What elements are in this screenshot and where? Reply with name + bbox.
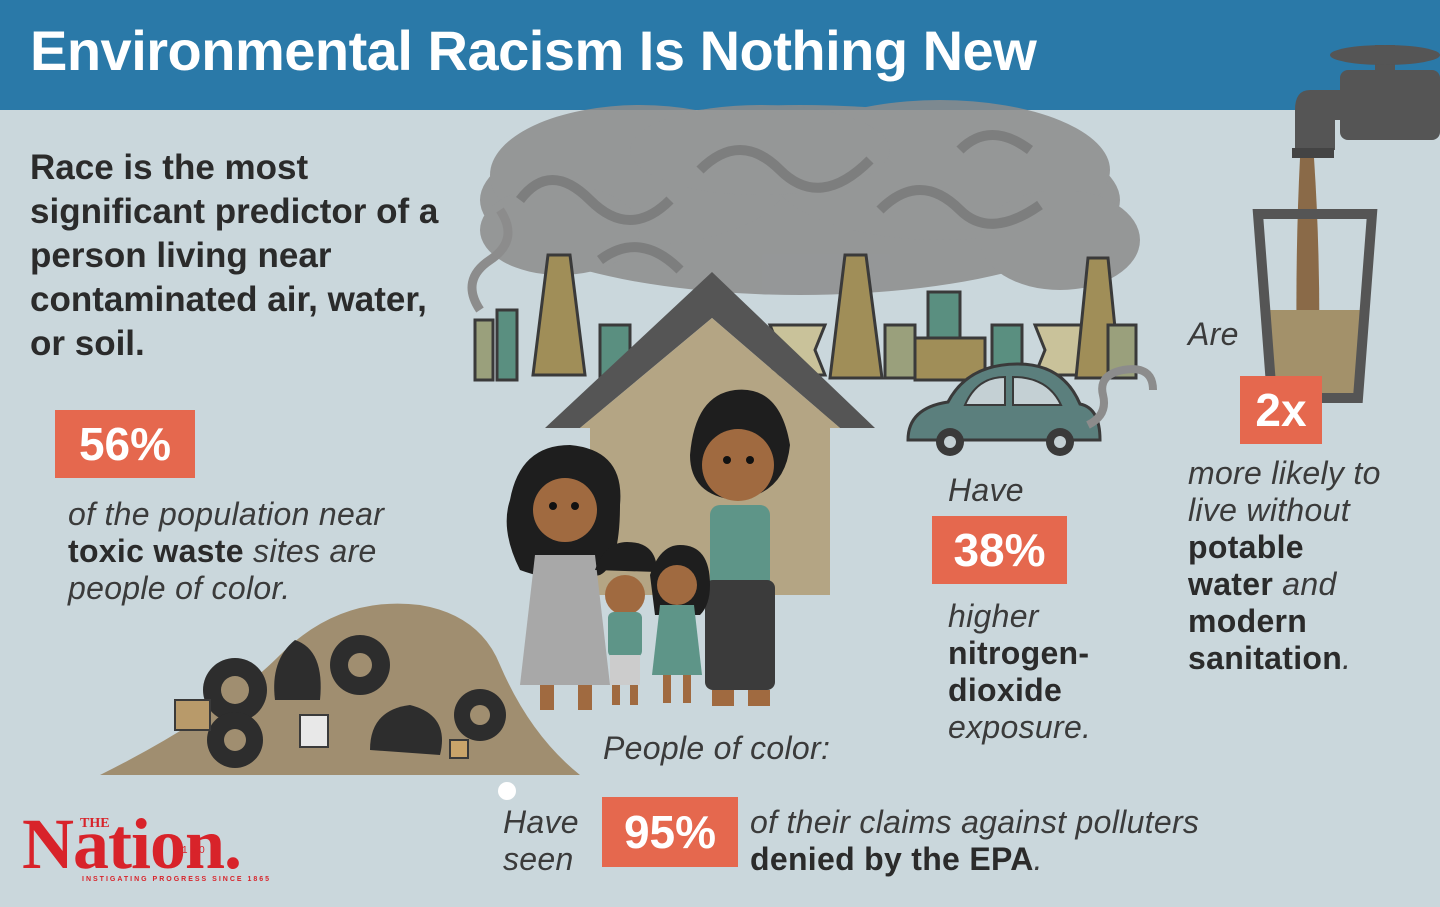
stat-56-line3: people of color. [68, 570, 291, 606]
the-nation-logo: Nation. THE 150 INSTIGATING PROGRESS SIN… [22, 808, 282, 888]
stat-95-badge: 95% [602, 797, 738, 867]
factory-skyline-illustration [473, 253, 1138, 382]
logo-tagline: INSTIGATING PROGRESS SINCE 1865 [82, 876, 272, 883]
stat-2x-bold3: modern [1188, 603, 1308, 639]
stat-56-value: 56% [78, 418, 172, 470]
dot-marker [498, 782, 516, 800]
stat-38-text: higher nitrogen- dioxide exposure. [948, 598, 1148, 746]
stat-38-pre: Have [948, 472, 1024, 508]
logo-the: THE [80, 816, 110, 831]
logo-anniversary: 150 [182, 845, 208, 856]
lead-statement: Race is the most significant predictor o… [30, 148, 439, 363]
stat-2x-bold2: water [1188, 566, 1274, 602]
stat-56-line2: sites are [243, 533, 377, 569]
stat-2x-bold4: sanitation [1188, 640, 1343, 676]
stat-95-value: 95% [623, 806, 717, 858]
stat-56-bold: toxic waste [68, 533, 244, 569]
stat-2x-value: 2x [1255, 384, 1307, 436]
stat-38-bold2: dioxide [948, 672, 1063, 708]
stat-2x-pre: Are [1188, 316, 1239, 352]
stat-95-pre: Have seen [503, 804, 579, 878]
stat-95-intro: People of color: [603, 730, 831, 766]
stat-56-line1: of the population near [68, 496, 385, 532]
stat-56-text: of the population near toxic waste sites… [68, 496, 448, 607]
stat-38-badge: 38% [932, 516, 1067, 584]
trash-pile-illustration [100, 603, 580, 775]
logo-name: Nation. [22, 804, 242, 884]
stat-38-line2: exposure. [948, 709, 1092, 745]
stat-2x-end: . [1342, 640, 1352, 676]
stat-95-line1: of their claims against polluters [750, 804, 1200, 840]
stat-2x-badge: 2x [1240, 376, 1322, 444]
stat-2x-mid: and [1273, 566, 1337, 602]
page-title: Environmental Racism Is Nothing New [30, 19, 1037, 82]
smoke-cloud-illustration [480, 100, 1140, 295]
stat-95-pre2: seen [503, 841, 574, 877]
stat-38-value: 38% [953, 524, 1046, 576]
family-illustration [506, 389, 790, 710]
stat-95-end: . [1033, 841, 1043, 877]
car-illustration [906, 362, 1157, 456]
stat-2x-text: more likely to live without potable wate… [1188, 455, 1433, 677]
stat-2x-line2: live without [1188, 492, 1350, 528]
stat-2x-bold1: potable [1188, 529, 1304, 565]
stat-95-pre1: Have [503, 804, 579, 840]
stat-38-bold1: nitrogen- [948, 635, 1090, 671]
stat-95-bold: denied by the EPA [750, 841, 1034, 877]
stat-2x-line1: more likely to [1188, 455, 1381, 491]
stat-56-badge: 56% [55, 410, 195, 478]
stat-38-line1: higher [948, 598, 1039, 634]
header-banner: Environmental Racism Is Nothing New [0, 0, 1440, 110]
stat-95-text: of their claims against polluters denied… [750, 804, 1310, 878]
